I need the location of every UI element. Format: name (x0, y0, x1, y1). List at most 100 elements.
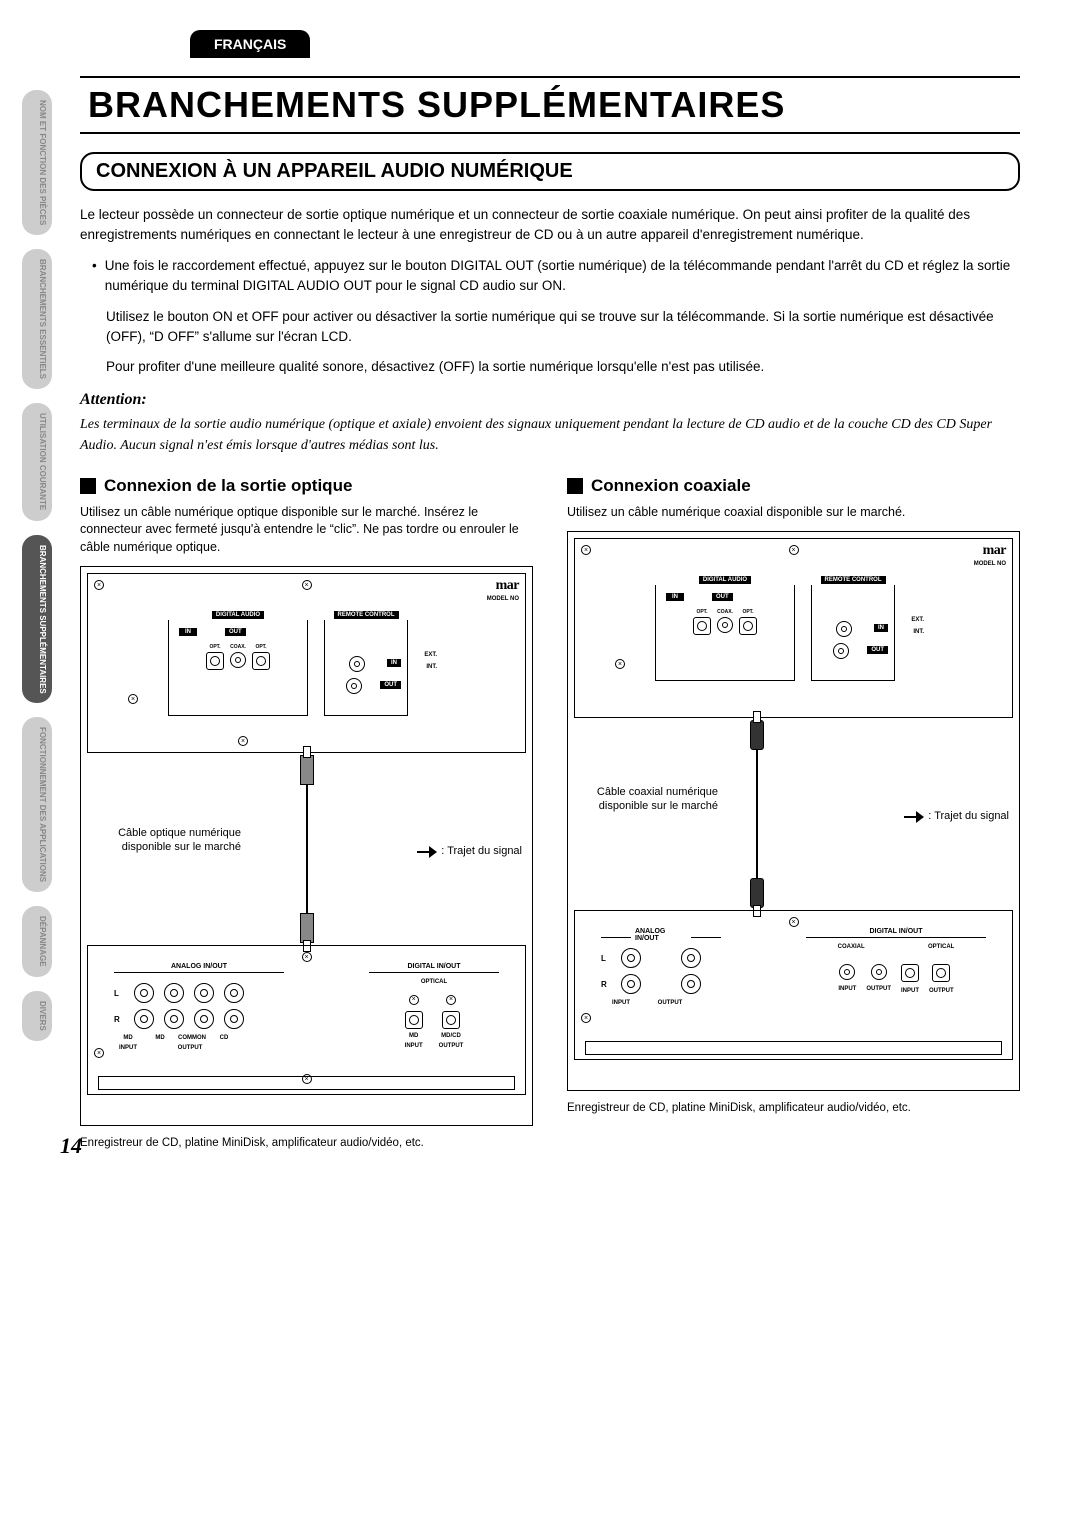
port-opt-out-label: OPT. (739, 609, 757, 615)
page-title: BRANCHEMENTS SUPPLÉMENTAIRES (80, 84, 1020, 126)
optical-body: Utilisez un câble numérique optique disp… (80, 504, 533, 557)
paragraph-3: Pour profiter d'une meilleure qualité so… (106, 357, 1020, 377)
coaxial-heading-text: Connexion coaxiale (591, 476, 751, 496)
rca-jack (134, 983, 154, 1003)
bullet-icon: • (92, 256, 97, 297)
optical-caption: Enregistreur de CD, platine MiniDisk, am… (80, 1136, 533, 1151)
common-label: COMMON (178, 1035, 206, 1041)
remote-in-jack (836, 621, 852, 637)
output-label: OUTPUT (439, 1043, 464, 1049)
out-badge: OUT (712, 593, 733, 601)
page-number: 14 (60, 1133, 82, 1159)
rca-jack (224, 1009, 244, 1029)
md-input-label: MD (114, 1035, 142, 1041)
optical-sub-label: OPTICAL (928, 944, 954, 950)
main-title-container: BRANCHEMENTS SUPPLÉMENTAIRES (80, 76, 1020, 134)
input-label: INPUT (405, 1043, 423, 1049)
input-label: INPUT (838, 986, 856, 992)
plug-bottom (750, 878, 764, 908)
int-label: INT. (426, 664, 437, 670)
coaxial-heading: Connexion coaxiale (567, 476, 1020, 496)
optical-out-jack (739, 617, 757, 635)
signal-text: : Trajet du signal (928, 810, 1009, 822)
screw-icon (238, 736, 248, 746)
port-coax-label: COAX. (230, 644, 246, 650)
mdcd-label: MD/CD (439, 1033, 464, 1039)
brand-logo: mar (496, 578, 519, 594)
rca-jack (164, 1009, 184, 1029)
md-label: MD (405, 1033, 423, 1039)
plug-top (300, 755, 314, 785)
rca-jack (681, 948, 701, 968)
digital-io-group: DIGITAL IN/OUT COAXIAL OPTICAL INPUT (806, 937, 986, 994)
optical-heading: Connexion de la sortie optique (80, 476, 533, 496)
language-tab: FRANÇAIS (190, 30, 310, 58)
digital-io-group: DIGITAL IN/OUT OPTICAL MD INPUT (369, 972, 499, 1049)
arrow-icon (904, 813, 924, 821)
analog-io-group: ANALOG IN/OUT L R (601, 937, 721, 1006)
digital-title: DIGITAL IN/OUT (865, 928, 926, 935)
signal-label: : Trajet du signal (904, 810, 1009, 822)
port-coax-label: COAX. (717, 609, 733, 615)
analog-io-group: ANALOG IN/OUT L R (114, 972, 284, 1051)
remote-in-label: IN (387, 659, 401, 667)
device-foot (585, 1041, 1002, 1055)
digital-title: DIGITAL IN/OUT (403, 963, 464, 970)
ch-l-label: L (114, 989, 124, 998)
ch-l-label: L (601, 954, 611, 963)
digital-audio-group: DIGITAL AUDIO IN OUT OPT. COAX. OPT. (168, 620, 308, 716)
remote-in-jack (349, 656, 365, 672)
output-label: OUTPUT (645, 1000, 695, 1006)
rca-jack (621, 974, 641, 994)
cable-label: Câble coaxial numérique disponible sur l… (578, 786, 718, 812)
port-opt-in-label: OPT. (693, 609, 711, 615)
column-coaxial: Connexion coaxiale Utilisez un câble num… (567, 476, 1020, 1151)
optical-out-jack (252, 652, 270, 670)
tab-nom-et-fonction: NOM ET FONCTION DES PIÈCES (22, 90, 52, 235)
device-foot (98, 1076, 515, 1090)
model-label: MODEL NO (974, 561, 1006, 567)
remote-out-label: OUT (867, 646, 888, 654)
rca-jack (194, 1009, 214, 1029)
ch-r-label: R (601, 980, 611, 989)
analog-title: ANALOG IN/OUT (167, 963, 231, 970)
screw-icon (615, 659, 625, 669)
remote-control-group: REMOTE CONTROL IN OUT EXT. INT. (324, 620, 408, 716)
bullet-text: Une fois le raccordement effectué, appuy… (105, 256, 1020, 297)
signal-text: : Trajet du signal (441, 845, 522, 857)
remote-out-jack (833, 643, 849, 659)
input-label: INPUT (901, 988, 919, 994)
remote-control-group: REMOTE CONTROL IN OUT EXT. INT. (811, 585, 895, 681)
arrow-icon (417, 848, 437, 856)
output-label: OUTPUT (146, 1045, 234, 1051)
coaxial-body: Utilisez un câble numérique coaxial disp… (567, 504, 1020, 522)
plug-top (750, 720, 764, 750)
coax-digital-out (871, 964, 887, 980)
output-label: OUTPUT (929, 988, 954, 994)
rca-jack (681, 974, 701, 994)
rca-jack (621, 948, 641, 968)
tab-branchements-supplementaires: BRANCHEMENTS SUPPLÉMENTAIRES (22, 535, 52, 704)
screw-icon (789, 917, 799, 927)
optical-diagram: mar MODEL NO DIGITAL AUDIO IN OUT OPT. (80, 566, 533, 1126)
source-device-panel: mar MODEL NO DIGITAL AUDIO IN OUT OPT. (87, 573, 526, 753)
coax-digital-in (839, 964, 855, 980)
optical-sub-label: OPTICAL (369, 979, 499, 985)
ext-label: EXT. (424, 652, 437, 658)
out-badge: OUT (225, 628, 246, 636)
coaxial-diagram: mar MODEL NO DIGITAL AUDIO IN OUT OPT. C… (567, 531, 1020, 1091)
screw-icon (789, 545, 799, 555)
attention-body: Les terminaux de la sortie audio numériq… (80, 415, 1020, 456)
rca-jack (224, 983, 244, 1003)
coaxial-caption: Enregistreur de CD, platine MiniDisk, am… (567, 1101, 1020, 1116)
screw-icon (581, 1013, 591, 1023)
plug-bottom (300, 913, 314, 943)
remote-out-label: OUT (380, 681, 401, 689)
cd-label: CD (210, 1035, 238, 1041)
intro-text: Le lecteur possède un connecteur de sort… (80, 205, 1020, 244)
screw-icon (94, 580, 104, 590)
coax-sub-label: COAXIAL (838, 944, 865, 950)
coax-out-jack (230, 652, 246, 668)
screw-icon (446, 995, 456, 1005)
in-badge: IN (179, 628, 197, 636)
